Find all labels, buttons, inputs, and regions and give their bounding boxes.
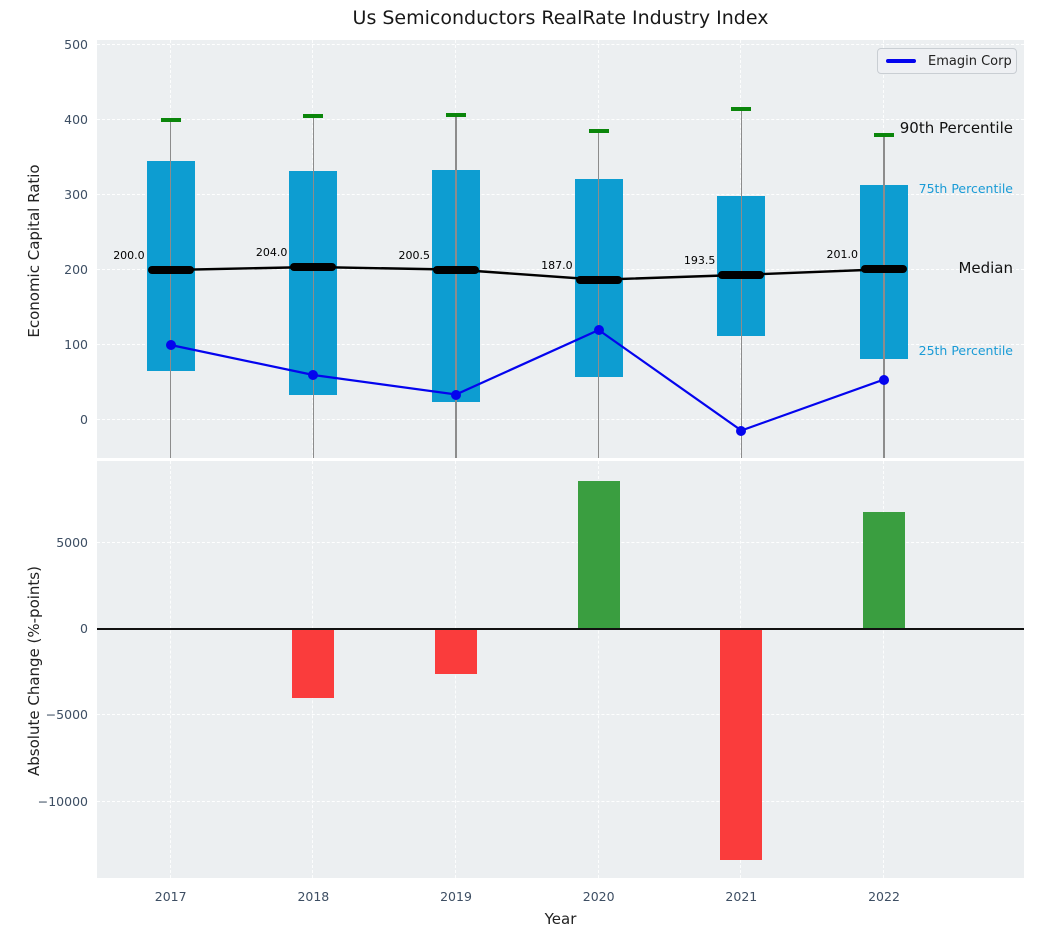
annotation-25th-percentile: 25th Percentile <box>918 343 1013 358</box>
gridline <box>97 44 1024 45</box>
x-tick-label: 2017 <box>154 889 187 904</box>
emagin-point-2018 <box>308 370 319 380</box>
y-tick-label: 500 <box>64 37 88 52</box>
change-bar-2021 <box>720 629 763 861</box>
x-axis-label: Year <box>544 910 577 928</box>
gridline <box>97 119 1024 120</box>
y-tick-label: −5000 <box>45 707 88 723</box>
gridline <box>97 800 1024 802</box>
y-tick-label: 0 <box>80 412 88 427</box>
x-tick-label: 2021 <box>725 889 758 904</box>
median-marker-2019 <box>433 265 480 274</box>
y-tick-label: 200 <box>64 262 88 277</box>
p90-cap-2021 <box>731 106 752 111</box>
p90-cap-2018 <box>303 114 324 119</box>
whisker-2017 <box>169 120 172 458</box>
p90-cap-2019 <box>446 112 467 117</box>
emagin-point-2020 <box>593 325 604 335</box>
whisker-2021 <box>740 108 743 458</box>
median-label-2017: 200.0 <box>113 249 145 262</box>
gridline <box>169 461 171 878</box>
annotation-90th-percentile: 90th Percentile <box>899 119 1013 137</box>
bottom-y-axis-label: Absolute Change (%-points) <box>25 566 43 776</box>
median-marker-2021 <box>718 270 765 279</box>
median-label-2022: 201.0 <box>826 248 859 262</box>
legend-line-sample <box>886 59 916 63</box>
emagin-line <box>170 328 885 432</box>
top-y-axis-label: Economic Capital Ratio <box>25 164 43 338</box>
gridline <box>597 461 599 878</box>
annotation-median: Median <box>958 259 1013 277</box>
median-marker-2018 <box>290 263 337 271</box>
x-tick-label: 2022 <box>868 889 900 904</box>
whisker-2019 <box>455 114 457 458</box>
median-marker-2022 <box>861 265 907 274</box>
gridline <box>97 541 1024 543</box>
whisker-2020 <box>597 131 600 458</box>
gridline <box>97 194 1024 195</box>
x-tick-label: 2018 <box>297 889 330 904</box>
median-marker-2017 <box>147 266 194 274</box>
change-bar-2022 <box>863 511 905 629</box>
y-tick-label: 300 <box>64 187 88 202</box>
change-bar-2019 <box>435 629 478 674</box>
median-label-2018: 204.0 <box>255 246 288 259</box>
chart-title: Us Semiconductors RealRate Industry Inde… <box>352 7 769 29</box>
x-tick-label: 2020 <box>582 889 615 904</box>
legend: Emagin Corp <box>877 48 1017 74</box>
change-bar-2018 <box>292 629 335 699</box>
median-label-2021: 193.5 <box>683 253 716 267</box>
emagin-point-2021 <box>736 425 747 436</box>
emagin-point-2019 <box>451 389 462 400</box>
median-label-2020: 187.0 <box>541 258 573 272</box>
gridline <box>97 419 1024 420</box>
whisker-2022 <box>883 135 885 458</box>
gridline <box>883 461 884 878</box>
emagin-point-2017 <box>165 340 176 350</box>
whisker-2018 <box>312 116 315 458</box>
y-tick-label: 0 <box>80 621 88 636</box>
y-tick-label: −10000 <box>37 793 88 809</box>
y-tick-label: 100 <box>64 337 88 352</box>
change-bar-2020 <box>577 480 620 629</box>
p90-cap-2017 <box>160 118 181 122</box>
x-tick-label: 2019 <box>440 889 472 904</box>
gridline <box>97 714 1024 716</box>
legend-label: Emagin Corp <box>928 53 1012 69</box>
p90-cap-2022 <box>874 133 894 137</box>
median-marker-2020 <box>575 275 622 284</box>
y-tick-label: 5000 <box>56 534 88 550</box>
emagin-point-2022 <box>879 374 889 385</box>
y-tick-label: 400 <box>64 112 88 127</box>
median-label-2019: 200.5 <box>398 248 431 262</box>
annotation-75th-percentile: 75th Percentile <box>918 181 1013 196</box>
zero-line <box>97 628 1024 630</box>
p90-cap-2020 <box>588 129 609 134</box>
